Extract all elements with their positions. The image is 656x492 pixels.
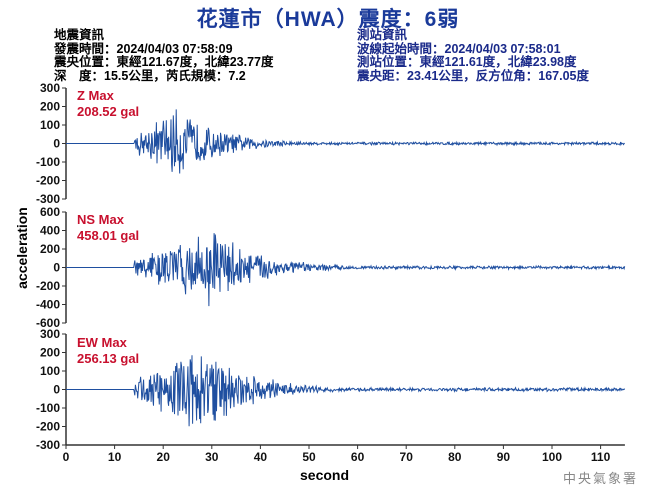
y-tick-label: -400: [36, 298, 60, 312]
x-tick-label: 30: [205, 450, 219, 464]
ew-max-label: EW Max 256.13 gal: [77, 335, 140, 366]
y-tick-label: 0: [53, 261, 60, 275]
x-tick-label: 80: [448, 450, 462, 464]
y-tick-label: 600: [40, 205, 60, 219]
x-tick-label: 50: [302, 450, 316, 464]
ns-max-label: NS Max 458.01 gal: [77, 212, 140, 243]
y-tick-label: 400: [40, 224, 60, 238]
x-tick-label: 100: [542, 450, 562, 464]
y-tick-label: -200: [36, 279, 60, 293]
y-tick-label: 200: [40, 242, 60, 256]
y-tick-label: 100: [40, 364, 60, 378]
x-axis-label: second: [300, 467, 350, 483]
y-tick-label: 200: [40, 346, 60, 360]
station-info-heading: 測站資訊: [357, 28, 408, 42]
station-start-time: 波線起始時間：2024/04/03 07:58:01: [357, 41, 561, 56]
waveform-ew: [66, 355, 626, 427]
y-tick-label: -100: [36, 155, 60, 169]
y-tick-label: -600: [36, 316, 60, 330]
y-tick-label: -200: [36, 174, 60, 188]
station-location: 測站位置：東經121.61度，北緯23.98度: [357, 55, 577, 69]
cwa-logo: 中央氣象署: [563, 472, 639, 487]
x-tick-label: 110: [591, 450, 611, 464]
chart-title: 花蓮市（HWA）震度：6弱: [196, 8, 460, 31]
y-tick-label: 0: [53, 137, 60, 151]
y-tick-label: 100: [40, 118, 60, 132]
quake-epicenter: 震央位置：東經121.67度，北緯23.77度: [54, 55, 274, 69]
y-tick-label: 300: [40, 81, 60, 95]
x-tick-label: 90: [497, 450, 511, 464]
y-tick-label: 200: [40, 100, 60, 114]
x-tick-label: 10: [108, 450, 122, 464]
y-tick-label: -200: [36, 420, 60, 434]
y-tick-label: -300: [36, 438, 60, 452]
waveform-ns: [66, 233, 626, 307]
station-distance: 震央距：23.41公里，反方位角：167.05度: [357, 68, 590, 83]
x-tick-label: 20: [157, 450, 171, 464]
waveform-z: [66, 109, 625, 174]
station-info: 測站資訊 波線起始時間：2024/04/03 07:58:01 測站位置：東經121…: [357, 28, 590, 83]
x-tick-label: 70: [400, 450, 414, 464]
quake-depth-magnitude: 深 度：15.5公里，芮氏規模：7.2: [54, 68, 246, 83]
y-axis-label: acceleration: [14, 207, 30, 289]
x-tick-label: 60: [351, 450, 365, 464]
x-tick-label: 0: [63, 450, 70, 464]
x-tick-label: 40: [254, 450, 268, 464]
y-tick-label: 0: [53, 383, 60, 397]
y-tick-label: 300: [40, 327, 60, 341]
y-tick-label: -300: [36, 192, 60, 206]
quake-info-heading: 地震資訊: [54, 28, 105, 42]
quake-info: 地震資訊 發震時間：2024/04/03 07:58:09 震央位置：東經121.6…: [54, 28, 274, 83]
y-tick-label: -100: [36, 401, 60, 415]
quake-time: 發震時間：2024/04/03 07:58:09: [54, 41, 233, 56]
z-max-label: Z Max 208.52 gal: [77, 88, 140, 119]
